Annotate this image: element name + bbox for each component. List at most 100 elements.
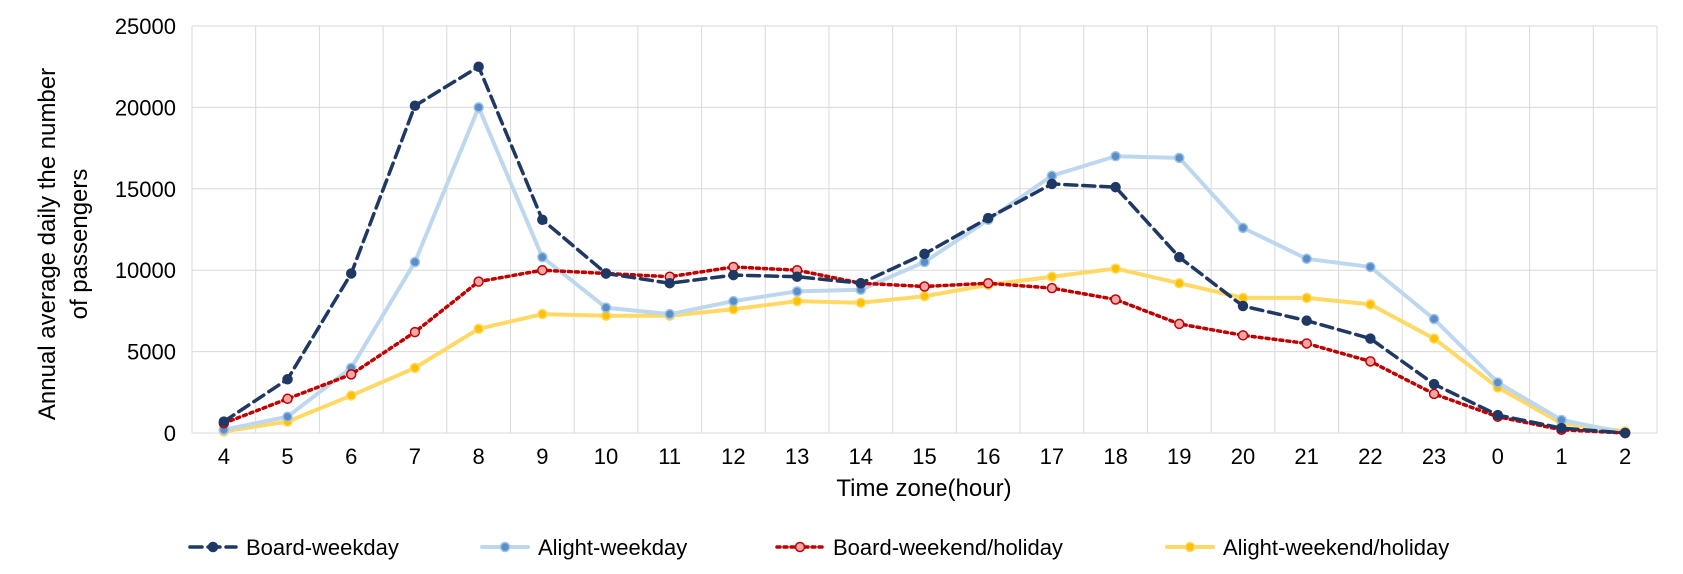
x-tick-label: 12 — [721, 444, 745, 469]
data-point — [218, 416, 230, 427]
legend-label: Board-weekday — [246, 535, 399, 560]
data-point — [537, 251, 548, 263]
data-point — [1619, 427, 1631, 439]
x-tick-label: 19 — [1167, 444, 1191, 469]
data-point — [473, 323, 484, 335]
y-axis-ticks: 0 5000 10000 15000 20000 25000 — [115, 14, 176, 446]
data-point — [537, 214, 548, 225]
legend-item: Alight-weekend/holiday — [1165, 535, 1449, 560]
data-point — [1365, 356, 1376, 367]
x-tick-label: 20 — [1231, 444, 1255, 469]
data-point — [473, 276, 484, 287]
data-point — [345, 390, 357, 401]
data-point — [791, 286, 803, 297]
x-tick-label: 4 — [218, 444, 230, 469]
data-point — [282, 393, 293, 405]
x-tick-label: 23 — [1422, 444, 1446, 469]
data-point — [1174, 318, 1185, 330]
x-tick-label: 13 — [785, 444, 809, 469]
data-point — [728, 269, 739, 281]
data-point — [409, 362, 421, 374]
x-tick-label: 7 — [409, 444, 421, 469]
data-point — [409, 326, 421, 338]
data-point — [664, 308, 675, 320]
data-point — [282, 374, 293, 385]
data-point — [1492, 409, 1504, 421]
y-tick-label: 5000 — [127, 340, 176, 365]
data-point — [282, 411, 293, 422]
data-point — [1301, 253, 1312, 265]
x-axis-ticks: 4 5 6 7 8 9 10 11 12 13 14 15 16 17 18 19 20 21 22 23 0 1 2 — [218, 444, 1632, 469]
x-axis-title: Time zone(hour) — [836, 475, 1011, 502]
x-tick-label: 16 — [976, 444, 1000, 469]
data-point — [1556, 422, 1567, 434]
data-point — [1237, 222, 1249, 234]
x-tick-label: 17 — [1040, 444, 1064, 469]
legend-item: Alight-weekday — [480, 535, 687, 560]
x-tick-label: 0 — [1492, 444, 1504, 469]
x-tick-label: 18 — [1103, 444, 1127, 469]
x-tick-label: 9 — [536, 444, 548, 469]
y-tick-label: 0 — [164, 421, 176, 446]
x-tick-label: 5 — [281, 444, 293, 469]
data-point — [919, 281, 930, 292]
series-board-weekday — [218, 61, 1631, 439]
data-point — [1046, 282, 1058, 294]
data-point — [1110, 263, 1121, 274]
data-point — [919, 248, 930, 260]
data-point — [409, 100, 421, 112]
x-tick-label: 15 — [912, 444, 936, 469]
grid — [191, 25, 1658, 434]
data-point — [791, 295, 803, 307]
data-point — [1237, 330, 1249, 341]
data-point — [409, 256, 421, 268]
data-point — [473, 102, 484, 113]
data-point — [537, 308, 548, 320]
data-point — [600, 268, 612, 279]
x-tick-label: 6 — [345, 444, 357, 469]
y-axis-title-line1: Annual average daily the number — [34, 68, 61, 420]
legend-label: Alight-weekend/holiday — [1223, 535, 1449, 560]
data-point — [473, 61, 484, 72]
x-tick-label: 1 — [1555, 444, 1567, 469]
data-point — [1301, 338, 1312, 349]
data-point — [1365, 333, 1376, 344]
x-tick-label: 21 — [1294, 444, 1318, 469]
data-point — [1174, 251, 1185, 263]
data-point — [855, 277, 867, 289]
legend-label: Alight-weekday — [538, 535, 687, 560]
x-tick-label: 2 — [1619, 444, 1631, 469]
legend: Board-weekday Alight-weekday Board-weekend… — [188, 535, 1449, 560]
legend-swatch-marker — [1184, 541, 1196, 553]
data-point — [982, 277, 994, 289]
x-tick-label: 22 — [1358, 444, 1382, 469]
data-point — [791, 271, 803, 282]
y-tick-label: 10000 — [115, 258, 176, 283]
data-point — [600, 302, 612, 313]
data-point — [1365, 299, 1376, 310]
data-point — [1046, 178, 1058, 190]
legend-label: Board-weekend/holiday — [833, 535, 1063, 560]
data-point — [1428, 333, 1440, 344]
data-point — [1428, 313, 1440, 325]
legend-swatch-marker — [794, 541, 806, 553]
data-point — [982, 212, 994, 224]
data-point — [919, 290, 930, 302]
x-tick-label: 11 — [658, 444, 681, 469]
x-tick-label: 14 — [849, 444, 873, 469]
legend-item: Board-weekend/holiday — [775, 535, 1063, 560]
data-point — [855, 297, 867, 309]
legend-swatch-marker — [207, 541, 219, 553]
data-point — [1237, 300, 1249, 312]
data-point — [728, 295, 739, 307]
data-point — [1492, 377, 1504, 388]
y-axis-title: Annual average daily the number of passe… — [34, 68, 93, 420]
data-point — [1428, 388, 1440, 400]
data-point — [1301, 315, 1312, 326]
y-tick-label: 15000 — [115, 177, 176, 202]
data-point — [345, 369, 357, 380]
x-tick-label: 10 — [594, 444, 618, 469]
series-board-weekend-holiday — [218, 261, 1631, 439]
data-point — [1110, 294, 1121, 305]
